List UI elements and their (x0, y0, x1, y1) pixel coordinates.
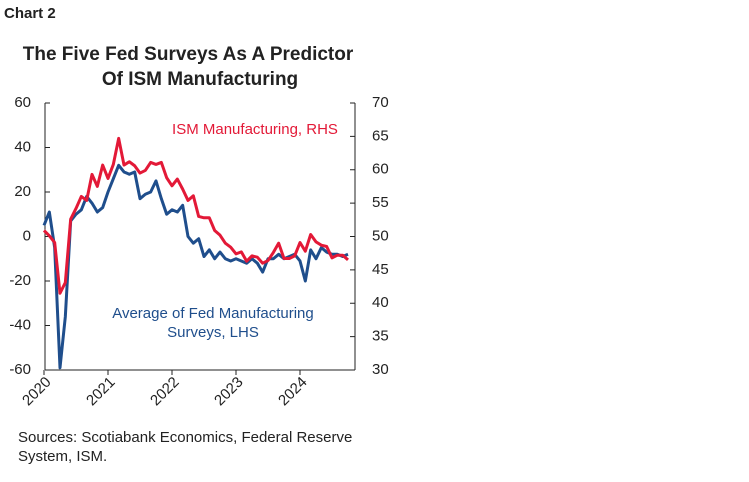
series-label: ISM Manufacturing, RHS (172, 121, 338, 138)
source: System, ISM. (18, 448, 107, 465)
chart-title: Of ISM Manufacturing (102, 69, 298, 90)
x-tick-label: 2021 (83, 374, 119, 410)
y2-tick-label: 55 (372, 194, 389, 211)
y2-tick-label: 70 (372, 94, 389, 111)
x-tick-label: 2022 (147, 374, 183, 410)
y2-tick-label: 30 (372, 361, 389, 378)
y-tick-label: 20 (14, 183, 31, 200)
chart-title: The Five Fed Surveys As A Predictor (23, 44, 354, 65)
x-tick-label: 2020 (19, 374, 55, 410)
y-tick-label: 0 (23, 227, 31, 244)
y-tick-label: -40 (9, 316, 31, 333)
y2-tick-label: 45 (372, 261, 389, 278)
y-tick-label: -20 (9, 272, 31, 289)
y-tick-label: 40 (14, 138, 31, 155)
source: Sources: Scotiabank Economics, Federal R… (18, 429, 352, 446)
series-label: Average of Fed Manufacturing Surveys, LH… (112, 305, 314, 341)
x-tick-label: 2023 (211, 374, 247, 410)
y-tick-label: 60 (14, 94, 31, 111)
chart-label: Chart 2 (4, 5, 56, 22)
y2-tick-label: 40 (372, 294, 389, 311)
y2-tick-label: 65 (372, 127, 389, 144)
x-tick-label: 2024 (275, 374, 311, 410)
series-line (42, 136, 349, 295)
y2-tick-label: 35 (372, 328, 389, 345)
y-tick-label: -60 (9, 361, 31, 378)
series-line (42, 163, 349, 370)
y2-tick-label: 50 (372, 227, 389, 244)
y2-tick-label: 60 (372, 161, 389, 178)
